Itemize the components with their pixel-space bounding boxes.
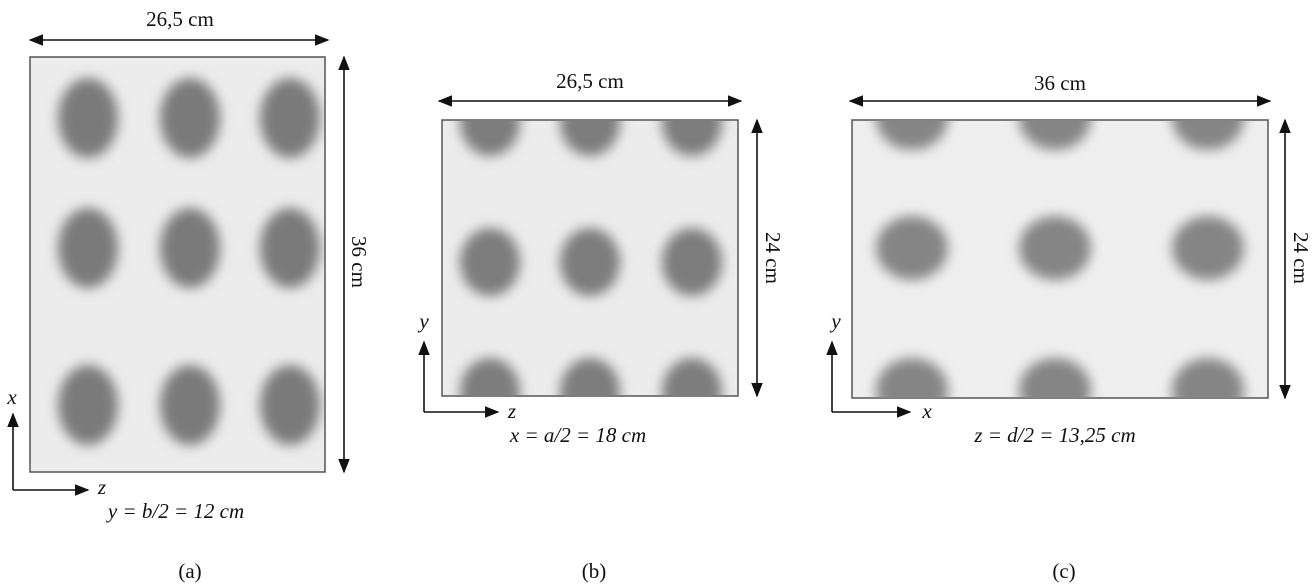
blob: [160, 78, 220, 158]
blob: [1019, 216, 1091, 280]
blob: [1172, 216, 1244, 280]
height-label: 24 cm: [1289, 232, 1313, 284]
panel-c: 36 cm 24 cm y x z = d/2 = 13,25 cm (c): [829, 71, 1313, 583]
width-label: 26,5 cm: [556, 69, 624, 93]
axis-label: y: [829, 309, 841, 333]
panel-label: (b): [582, 559, 607, 583]
blob: [58, 208, 118, 288]
width-label: 26,5 cm: [146, 7, 214, 31]
blob: [1172, 358, 1244, 422]
section-label: x = a/2 = 18 cm: [509, 423, 646, 447]
blob: [58, 78, 118, 158]
blobs: [876, 86, 1244, 422]
panel-b: 26,5 cm 24 cm y z x = a/2 = 18 cm (b): [417, 69, 785, 583]
blob: [1019, 86, 1091, 150]
axis-label: z: [97, 475, 106, 499]
blobs: [58, 78, 320, 445]
panel-label: (a): [178, 559, 201, 583]
blob: [260, 365, 320, 445]
axis-label: y: [417, 309, 429, 333]
blob: [876, 86, 948, 150]
blob: [260, 78, 320, 158]
width-label: 36 cm: [1034, 71, 1086, 95]
blob: [160, 365, 220, 445]
blob: [1172, 86, 1244, 150]
section-label: z = d/2 = 13,25 cm: [973, 423, 1135, 447]
height-label: 24 cm: [761, 232, 785, 284]
blob: [260, 208, 320, 288]
blobs: [460, 88, 722, 426]
panel-a: 26,5 cm 36 cm x z y = b/2 = 12 cm (a): [6, 7, 371, 583]
blob: [460, 228, 520, 296]
blob: [1019, 358, 1091, 422]
blob: [662, 88, 722, 156]
blob: [160, 208, 220, 288]
panel-label: (c): [1052, 559, 1075, 583]
blob: [460, 88, 520, 156]
blob: [560, 228, 620, 296]
blob: [560, 358, 620, 426]
blob: [58, 365, 118, 445]
axis-label: z: [507, 399, 516, 423]
figure: 26,5 cm 36 cm x z y = b/2 = 12 cm (a) 26…: [0, 0, 1316, 584]
blob: [662, 228, 722, 296]
blob: [876, 216, 948, 280]
axis-label: x: [6, 385, 17, 409]
blob: [662, 358, 722, 426]
blob: [560, 88, 620, 156]
section-label: y = b/2 = 12 cm: [106, 499, 244, 523]
height-label: 36 cm: [347, 236, 371, 288]
axis-label: x: [921, 399, 932, 423]
